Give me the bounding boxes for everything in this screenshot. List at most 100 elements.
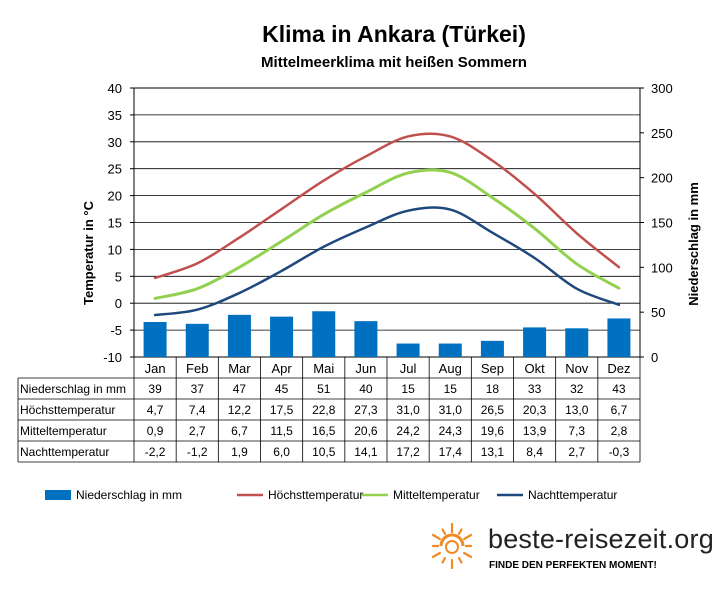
data-table: Jan Feb Mar Apr Mai Jun Jul Aug Sep Okt Nov Dez Nied… [17, 357, 641, 463]
table-row-label: Mitteltemperatur [20, 424, 107, 438]
table-cell: 32 [570, 382, 584, 396]
table-cell: 51 [317, 382, 331, 396]
legend-niederschlag-label: Niederschlag in mm [76, 488, 182, 502]
table-cell: 47 [233, 382, 247, 396]
y-tick-label-left: -10 [103, 350, 122, 365]
y-tick-label-right: 150 [651, 216, 673, 231]
sun-core [445, 540, 459, 554]
table-cell: 37 [191, 382, 205, 396]
table-cell: 33 [528, 382, 542, 396]
legend: Niederschlag in mm Höchsttemperatur Mittel… [45, 488, 617, 502]
bar-niederschlag [438, 343, 462, 357]
table-cell: 7,3 [568, 424, 585, 438]
month-label: Mar [228, 361, 251, 376]
table-cell: 1,9 [231, 445, 248, 459]
legend-mitteltemperatur-label: Mitteltemperatur [393, 488, 480, 502]
month-label: Mai [313, 361, 334, 376]
table-cell: 13,0 [565, 403, 589, 417]
sun-ray [441, 528, 447, 535]
y-tick-label-left: -5 [110, 323, 122, 338]
line-nachttemperatur [153, 206, 621, 317]
y-tick-label-left: 35 [108, 108, 122, 123]
legend-nachttemperatur-label: Nachttemperatur [528, 488, 617, 502]
table-cell: 39 [148, 382, 162, 396]
table-cell: 18 [486, 382, 500, 396]
month-label: Nov [565, 361, 589, 376]
table-cell: 4,7 [147, 403, 164, 417]
bar-niederschlag [607, 318, 631, 357]
table-cell: 7,4 [189, 403, 206, 417]
y-tick-label-left: 10 [108, 242, 122, 257]
chart-title: Klima in Ankara (Türkei) [262, 21, 526, 47]
sun-logo-icon [431, 522, 473, 570]
y-tick-label-right: 250 [651, 126, 673, 141]
table-cell: 31,0 [396, 403, 420, 417]
y-tick-label-left: 30 [108, 135, 122, 150]
legend-hoechsttemperatur-label: Höchsttemperatur [268, 488, 363, 502]
y-tick-label-left: 40 [108, 81, 122, 96]
legend-niederschlag-swatch [45, 490, 71, 500]
table-cell: 22,8 [312, 403, 336, 417]
bar-niederschlag [227, 314, 251, 357]
month-label: Apr [271, 361, 292, 376]
sun-ray [457, 557, 463, 564]
table-cell: 17,2 [396, 445, 420, 459]
table-cell: 19,6 [481, 424, 505, 438]
table-cell: 15 [401, 382, 415, 396]
table-cell: 14,1 [354, 445, 378, 459]
table-cell: 17,4 [439, 445, 463, 459]
table-cell: 13,1 [481, 445, 505, 459]
y-tick-label-left: 0 [115, 296, 122, 311]
table-row-label: Niederschlag in mm [20, 382, 126, 396]
y-tick-label-right: 200 [651, 171, 673, 186]
table-cell: 2,7 [568, 445, 585, 459]
table-cell: 6,7 [231, 424, 248, 438]
line-mitteltemperatur [153, 168, 621, 300]
month-label: Aug [439, 361, 462, 376]
sun-ray [441, 557, 447, 564]
bar-niederschlag [185, 323, 209, 357]
month-label: Sep [481, 361, 504, 376]
table-cell: 26,5 [481, 403, 505, 417]
y-tick-label-right: 100 [651, 260, 673, 275]
table-cell: 20,3 [523, 403, 547, 417]
y-axis-left-title: Temperatur in °C [81, 200, 96, 305]
month-label: Dez [607, 361, 630, 376]
y-tick-label-left: 25 [108, 162, 122, 177]
bar-niederschlag [270, 316, 294, 357]
y-tick-label-right: 0 [651, 350, 658, 365]
month-label: Jan [145, 361, 166, 376]
table-cell: 24,3 [439, 424, 463, 438]
table-cell: 12,2 [228, 403, 252, 417]
y-axis-right-title: Niederschlag in mm [686, 182, 701, 306]
y-tick-label-left: 20 [108, 189, 122, 204]
brand-name: beste-reisezeit.org [488, 524, 714, 554]
table-cell: 13,9 [523, 424, 547, 438]
line-hoechsttemperatur [153, 132, 621, 280]
month-label: Okt [524, 361, 545, 376]
y-tick-label-right: 50 [651, 305, 665, 320]
table-cell: 8,4 [526, 445, 543, 459]
table-cell: 31,0 [439, 403, 463, 417]
table-cell: 43 [612, 382, 626, 396]
table-cell: 45 [275, 382, 289, 396]
bar-niederschlag [143, 322, 167, 357]
table-cell: 2,7 [189, 424, 206, 438]
sun-ray [431, 551, 441, 559]
y-tick-label-right: 300 [651, 81, 673, 96]
month-label: Feb [186, 361, 208, 376]
bar-niederschlag [565, 328, 589, 357]
sun-ray [431, 533, 441, 541]
table-cell: -2,2 [145, 445, 166, 459]
table-cell: -0,3 [609, 445, 630, 459]
table-cell: 10,5 [312, 445, 336, 459]
table-cell: 11,5 [270, 424, 293, 438]
sun-ray [457, 528, 463, 535]
chart-subtitle: Mittelmeerklima mit heißen Sommern [261, 54, 527, 71]
table-row-label: Nachttemperatur [20, 445, 109, 459]
table-cell: -1,2 [187, 445, 208, 459]
table-cell: 24,2 [396, 424, 420, 438]
sun-arc [439, 533, 465, 547]
